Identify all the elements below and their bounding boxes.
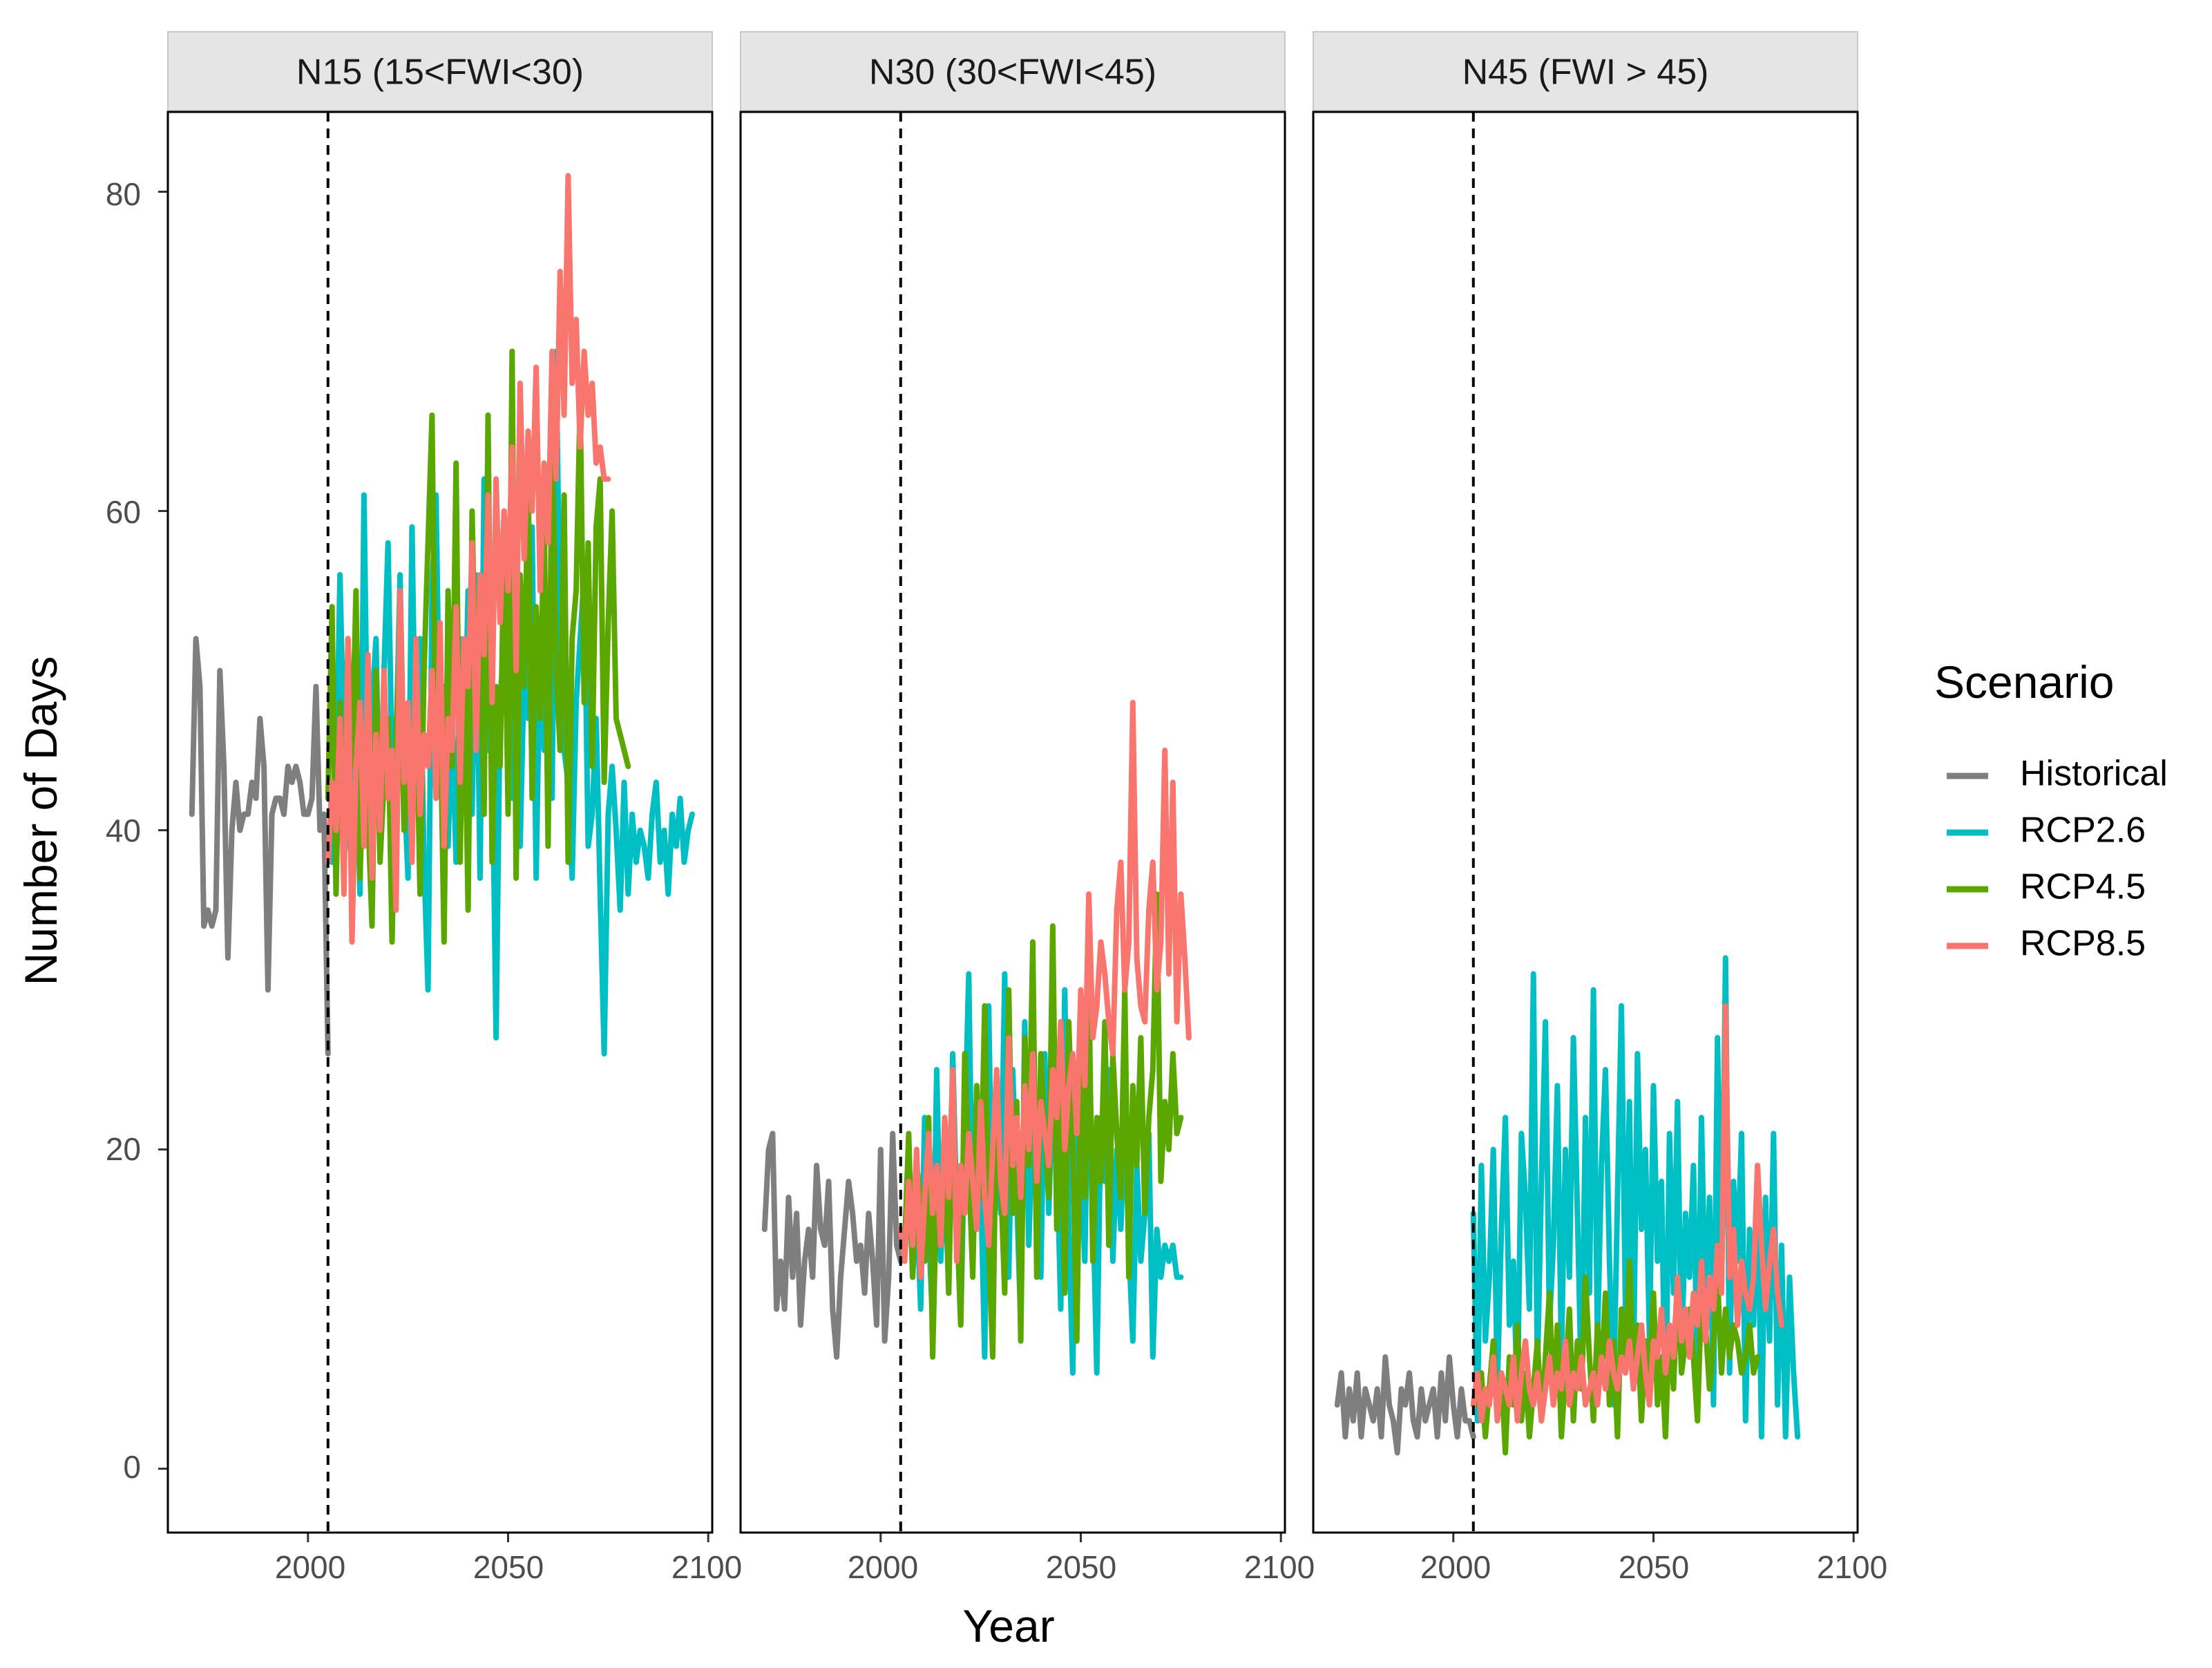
strip-title: N30 (30<FWI<45) bbox=[869, 53, 1156, 93]
series-line-rcp85 bbox=[897, 699, 1192, 1280]
facet-panel-n30: N30 (30<FWI<45) 2000 2050 2100 bbox=[739, 31, 1315, 1585]
y-tick-label: 40 bbox=[106, 813, 141, 849]
y-axis-title: Number of Days bbox=[15, 656, 66, 986]
x-tick-label: 2100 bbox=[671, 1549, 742, 1585]
legend-label: RCP8.5 bbox=[2020, 924, 2146, 964]
legend-item-rcp45: RCP4.5 bbox=[1947, 867, 2146, 907]
strip-background bbox=[740, 31, 1286, 111]
y-tick-labels: 0 20 40 60 80 bbox=[106, 176, 141, 1485]
y-tick-label: 60 bbox=[106, 494, 141, 530]
series-line-historical bbox=[761, 1130, 904, 1360]
x-tick-label: 2050 bbox=[1619, 1549, 1689, 1585]
plot-area bbox=[158, 112, 709, 1542]
strip-title: N45 (FWI > 45) bbox=[1462, 53, 1709, 93]
series-line-rcp45 bbox=[1474, 1258, 1761, 1456]
legend-label: Historical bbox=[2020, 754, 2168, 794]
series-line-rcp85 bbox=[1470, 1003, 1784, 1424]
x-tick-label: 2000 bbox=[848, 1549, 918, 1585]
legend-title: Scenario bbox=[1934, 656, 2115, 708]
y-tick-label: 80 bbox=[106, 176, 141, 212]
x-tick-label: 2050 bbox=[1046, 1549, 1116, 1585]
legend: Scenario Historical RCP2.6 RCP4.5 RCP8.5 bbox=[1934, 656, 2168, 964]
legend-item-rcp85: RCP8.5 bbox=[1947, 924, 2146, 964]
x-tick-label: 2100 bbox=[1817, 1549, 1887, 1585]
panel-border bbox=[739, 111, 1286, 1534]
legend-label: RCP2.6 bbox=[2020, 811, 2146, 851]
panel-border bbox=[1312, 111, 1859, 1534]
strip-background bbox=[1313, 31, 1858, 111]
legend-label: RCP4.5 bbox=[2020, 867, 2146, 907]
x-axis-title: Year bbox=[962, 1600, 1054, 1651]
series-line-historical bbox=[189, 636, 331, 1056]
series-line-historical bbox=[1334, 1354, 1476, 1456]
legend-item-historical: Historical bbox=[1947, 754, 2168, 794]
strip-background bbox=[167, 31, 713, 111]
series-line-rcp85 bbox=[325, 173, 611, 945]
y-tick-label: 0 bbox=[123, 1449, 141, 1485]
panel-border bbox=[166, 111, 714, 1534]
facet-panel-n15: N15 (15<FWI<30) 2000 2050 2100 bbox=[158, 31, 742, 1585]
legend-item-rcp26: RCP2.6 bbox=[1947, 811, 2146, 851]
plot-area bbox=[761, 112, 1282, 1542]
facet-panel-n45: N45 (FWI > 45) 2000 2050 2100 bbox=[1312, 31, 1887, 1585]
plot-area bbox=[1334, 112, 1855, 1542]
x-tick-label: 2000 bbox=[1420, 1549, 1491, 1585]
y-tick-label: 20 bbox=[106, 1131, 141, 1167]
x-tick-label: 2000 bbox=[275, 1549, 345, 1585]
x-tick-label: 2100 bbox=[1244, 1549, 1315, 1585]
strip-title: N15 (15<FWI<30) bbox=[296, 53, 584, 93]
x-tick-label: 2050 bbox=[473, 1549, 544, 1585]
